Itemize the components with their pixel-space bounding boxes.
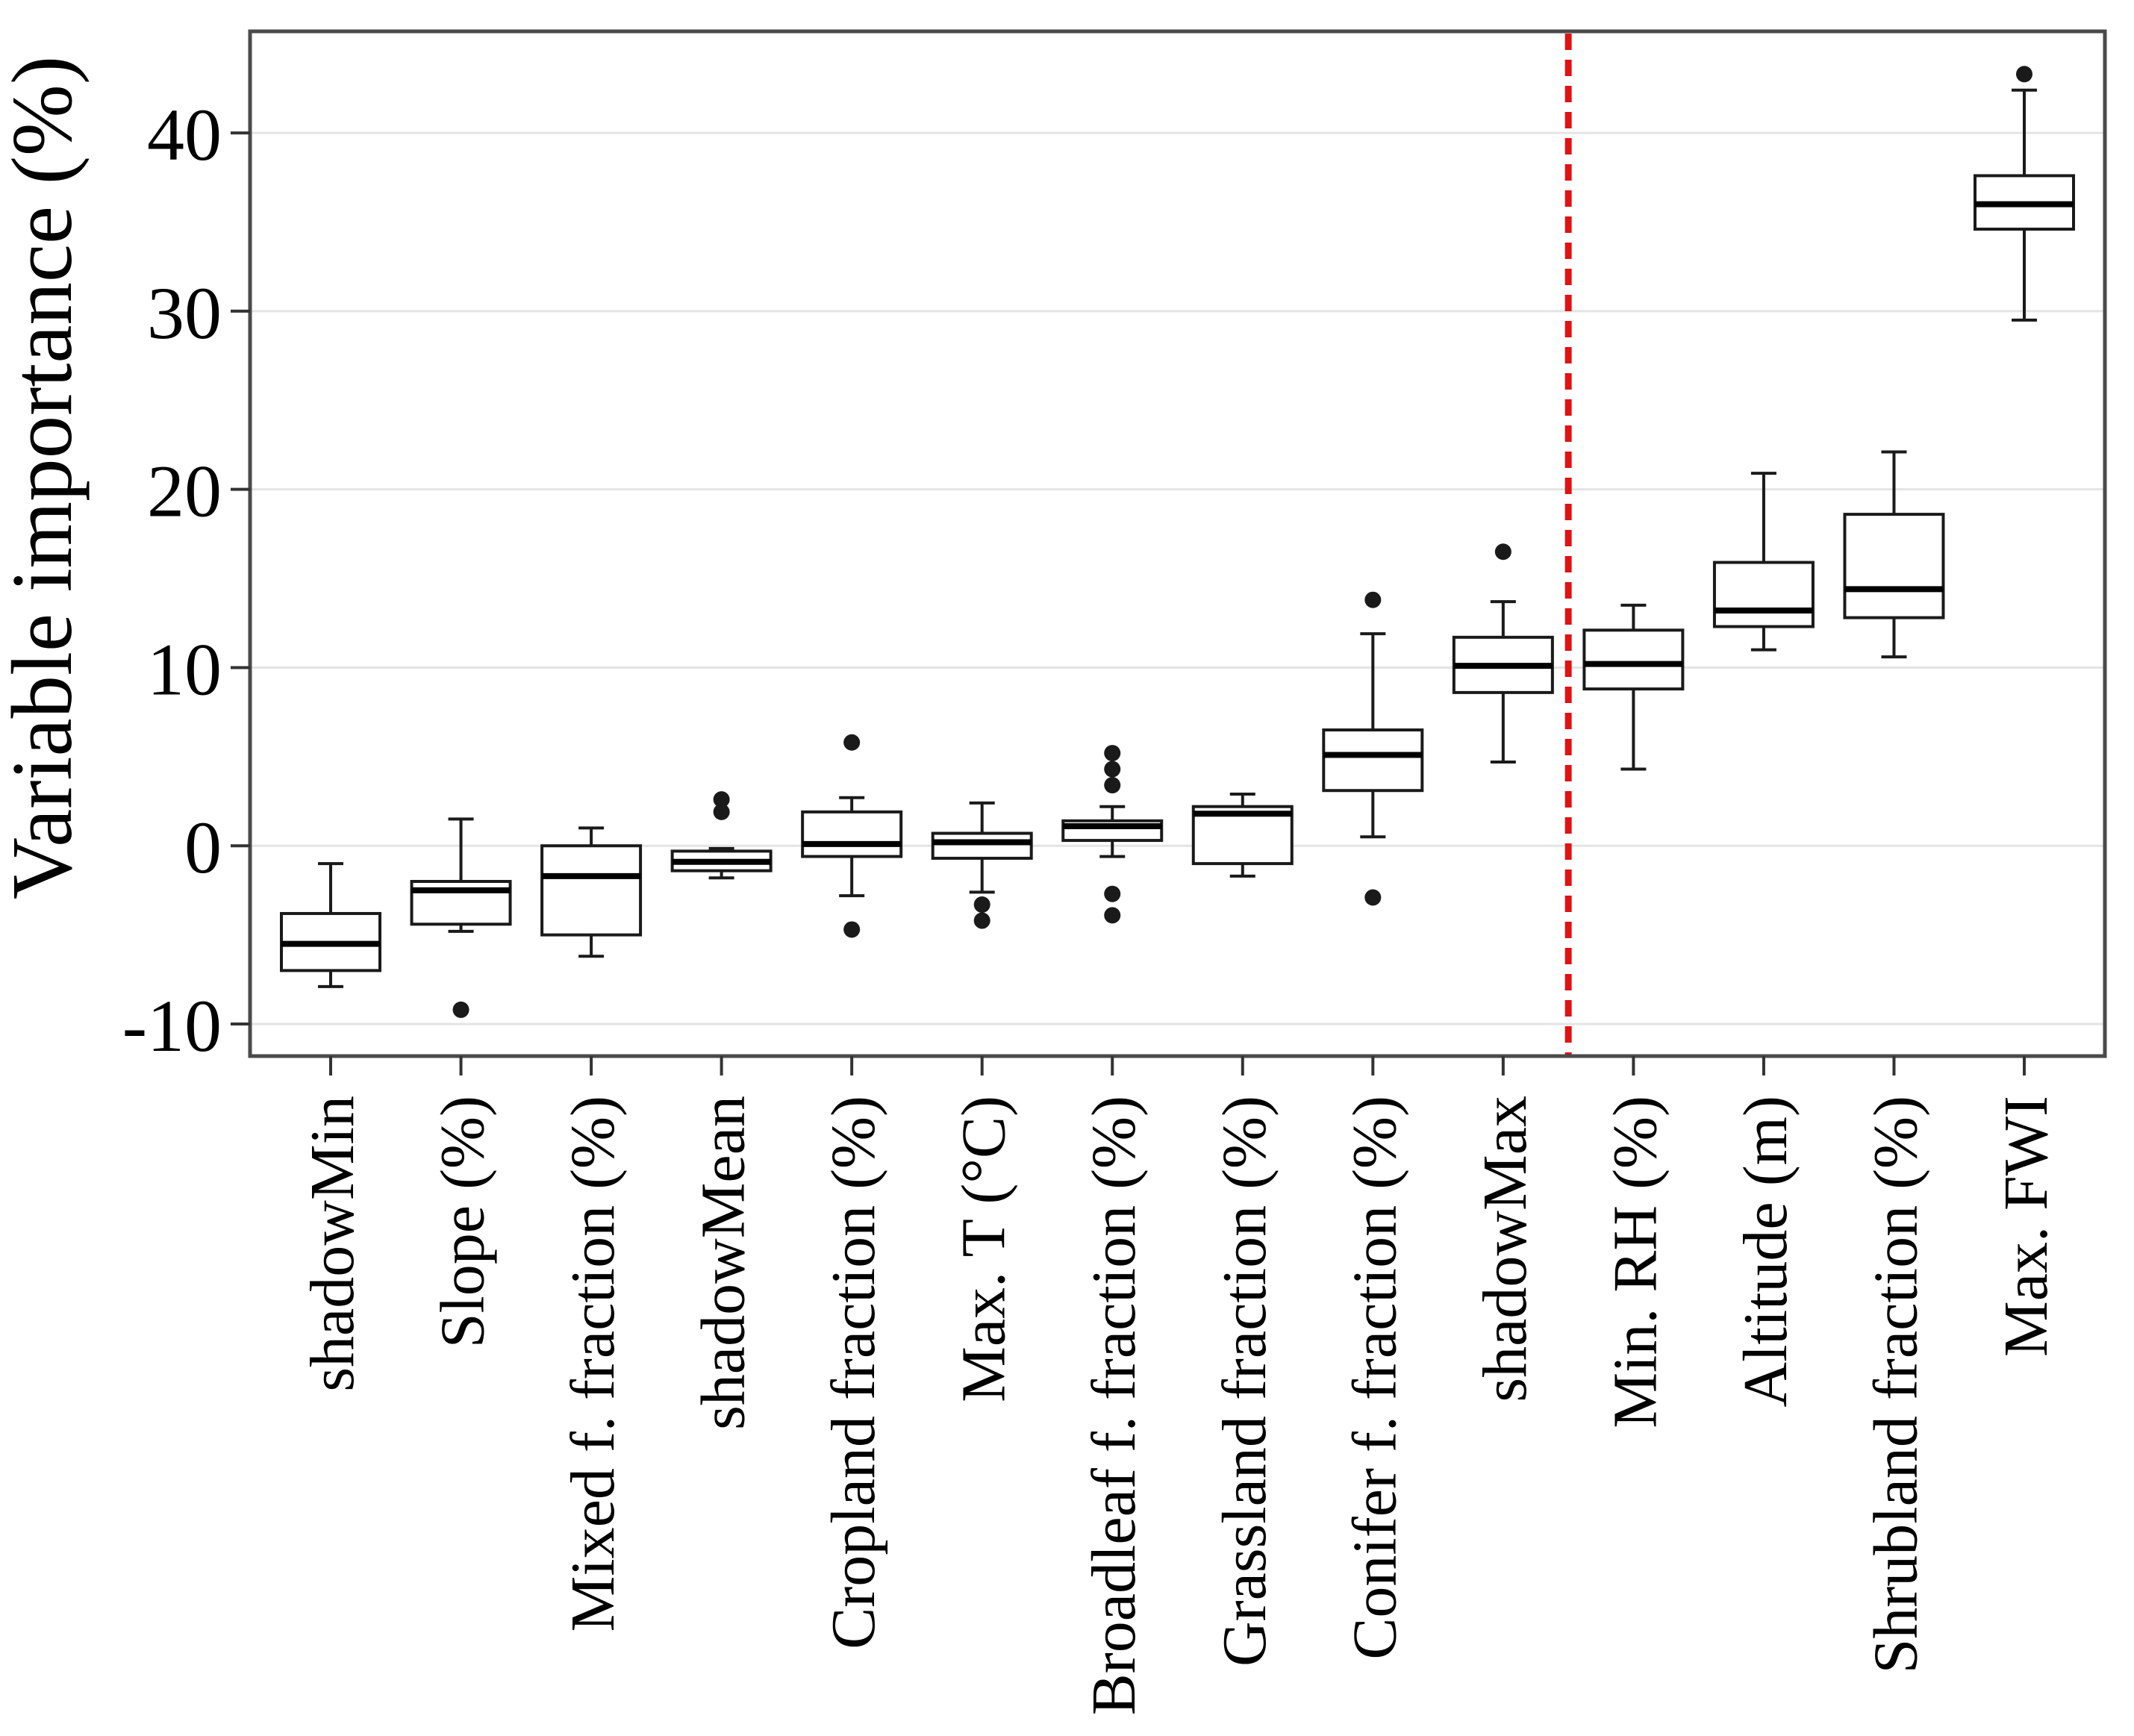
iqr-box xyxy=(1712,561,1815,628)
x-axis-label-min-rh-: Min. RH (%) xyxy=(1600,1096,1670,1429)
boxplot-broadleaf-f-fraction- xyxy=(1061,745,1164,924)
boxplot-shadowmax xyxy=(1452,543,1554,764)
x-axis-label-altitude-m-: Altitude (m) xyxy=(1731,1096,1800,1408)
iqr-box xyxy=(931,831,1033,860)
outlier-dot xyxy=(843,734,861,751)
x-axis-label-broadleaf-f-fraction-: Broadleaf f. fraction (%) xyxy=(1079,1096,1149,1715)
boxplot-cropland-fraction- xyxy=(801,734,903,938)
outlier-dot xyxy=(713,791,730,808)
iqr-box xyxy=(540,844,643,937)
boxplot-min-rh- xyxy=(1582,603,1685,771)
boxplot-max-t-c- xyxy=(931,801,1033,929)
boxplot-shadowmin xyxy=(280,862,381,988)
x-axis-label-mixed-f-fraction-: Mixed f. fraction (%) xyxy=(558,1096,628,1632)
boxplot-conifer-f-fraction- xyxy=(1322,591,1424,906)
iqr-box xyxy=(1843,513,1945,619)
outlier-dot xyxy=(452,1001,469,1018)
outlier-dot xyxy=(1104,761,1121,778)
outlier-dot xyxy=(1104,777,1121,794)
x-axis-label-shrubland-fraction-: Shrubland fraction (%) xyxy=(1861,1096,1930,1673)
outlier-dot xyxy=(973,912,990,929)
outlier-dot xyxy=(973,896,990,914)
outlier-dot xyxy=(1104,907,1121,924)
outlier-dot xyxy=(843,921,861,938)
boxplot-slope- xyxy=(410,817,512,1018)
x-axis-label-max-fwi: Max. FWI xyxy=(1991,1096,2061,1357)
y-axis-title: Variable importance (%) xyxy=(0,56,90,899)
boxplot-mixed-f-fraction- xyxy=(540,826,643,958)
x-axis-label-grassland-fraction-: Grassland fraction (%) xyxy=(1210,1096,1279,1667)
y-tick-label-0: 0 xyxy=(184,806,222,889)
y-tick-label--10: -10 xyxy=(122,984,222,1067)
x-axis-label-cropland-fraction-: Cropland fraction (%) xyxy=(819,1096,888,1649)
panel-border xyxy=(248,29,2107,1058)
outlier-dot xyxy=(1104,745,1121,762)
boxplot-max-fwi xyxy=(1974,66,2075,322)
outlier-dot xyxy=(1494,543,1511,561)
outlier-dot xyxy=(2016,66,2032,83)
iqr-box xyxy=(1322,728,1424,793)
boxplot-grassland-fraction- xyxy=(1191,792,1294,878)
boxplot-altitude-m- xyxy=(1712,472,1815,652)
x-axis-label-conifer-f-fraction-: Conifer f. fraction (%) xyxy=(1340,1096,1409,1660)
iqr-box xyxy=(1582,628,1685,691)
boxplot-shadowmean xyxy=(670,791,773,880)
outlier-dot xyxy=(1364,591,1382,608)
outlier-dot xyxy=(1364,889,1382,906)
boxplot-shrubland-fraction- xyxy=(1843,450,1945,659)
x-axis-label-max-t-c-: Max. T (°C) xyxy=(949,1096,1019,1402)
outlier-dot xyxy=(1104,885,1121,902)
x-axis-label-shadowmin: shadowMin xyxy=(298,1096,367,1392)
y-tick-label-20: 20 xyxy=(147,450,222,533)
x-axis-label-shadowmean: shadowMean xyxy=(689,1096,758,1430)
y-tick-label-30: 30 xyxy=(147,272,222,355)
outlier-dot xyxy=(713,803,730,820)
iqr-box xyxy=(801,810,903,858)
y-tick-label-10: 10 xyxy=(147,628,222,711)
y-tick-label-40: 40 xyxy=(147,93,222,176)
x-axis-label-slope-: Slope (%) xyxy=(428,1096,498,1348)
x-axis-label-shadowmax: shadowMax xyxy=(1470,1096,1540,1402)
